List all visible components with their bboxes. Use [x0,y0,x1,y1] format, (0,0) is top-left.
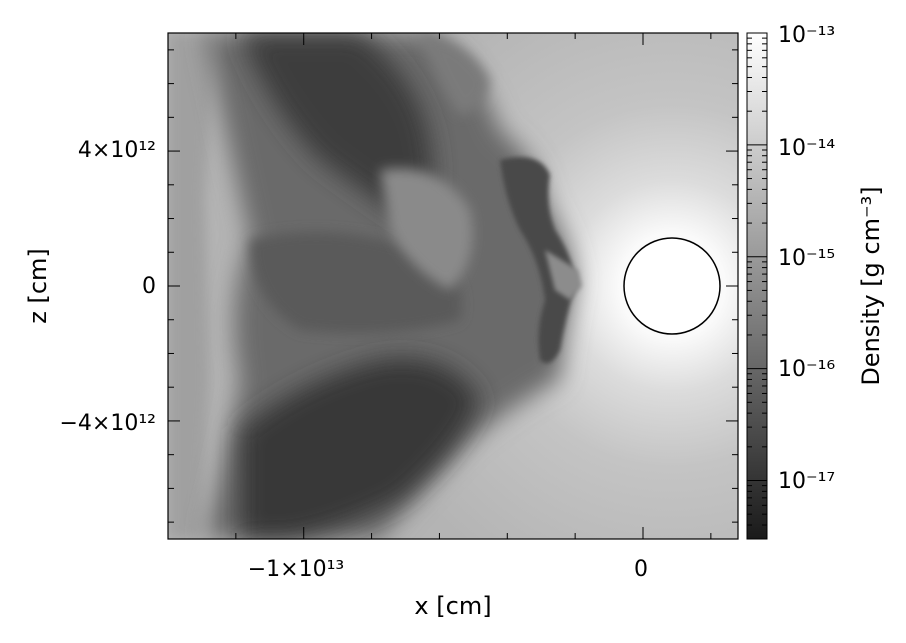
y-tick-label-4e12: 4×10¹² [78,138,156,163]
colorbar-tick-label-1e-14: 10⁻¹⁴ [778,136,835,161]
colorbar-tick-label-1e-16: 10⁻¹⁶ [778,357,835,382]
colorbar-tick-label-1e-15: 10⁻¹⁵ [778,246,835,271]
y-axis-label: z [cm] [24,248,52,324]
colorbar-tick-label-1e-17: 10⁻¹⁷ [778,469,835,494]
x-axis-label: x [cm] [414,592,491,620]
x-tick-label-neg1e13: −1×10¹³ [248,557,345,582]
colorbar-ticks [747,32,767,540]
y-tick-label-neg4e12: −4×10¹² [60,411,157,436]
companion-star-circle [623,237,721,335]
axis-ticks [167,33,738,539]
y-tick-label-0: 0 [142,274,156,299]
colorbar-tick-label-1e-13: 10⁻¹³ [778,23,835,48]
colorbar [746,32,768,540]
colorbar-label: Density [g cm⁻³] [857,186,885,385]
x-tick-label-0: 0 [634,557,648,582]
